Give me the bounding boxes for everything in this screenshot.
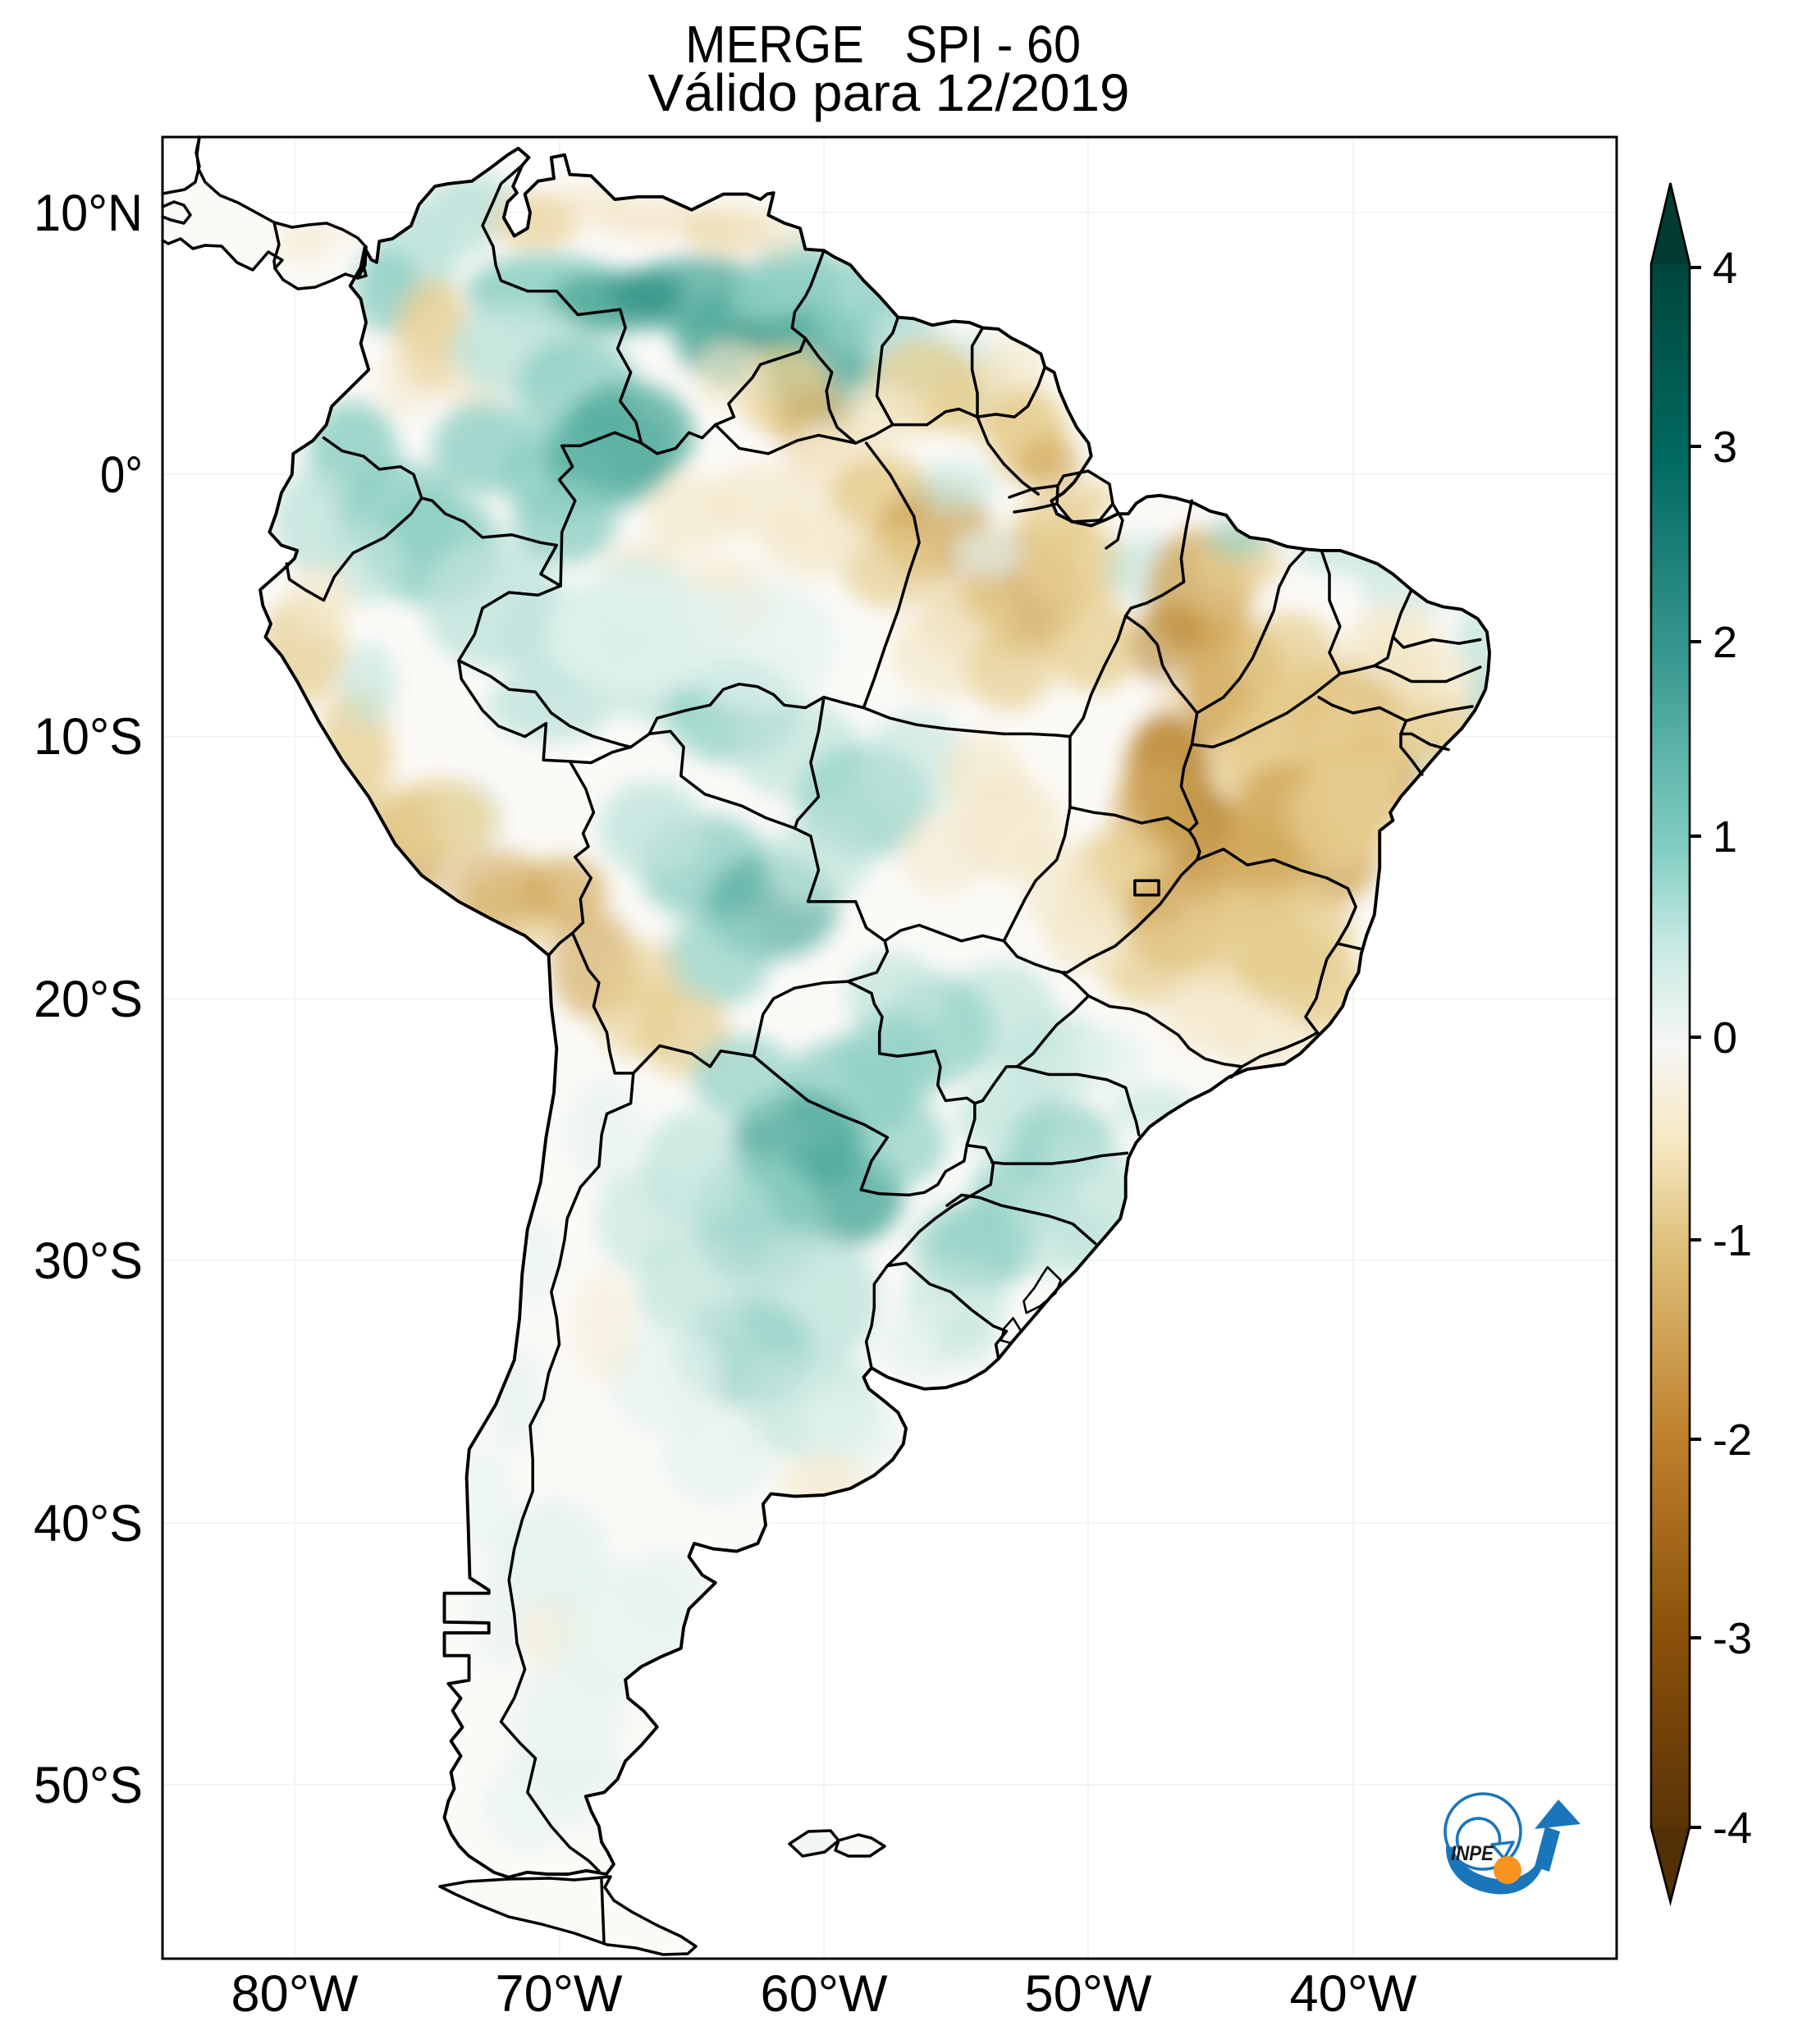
svg-text:50°S: 50°S [34,1757,143,1814]
svg-text:-1: -1 [1713,1216,1752,1265]
svg-text:-4: -4 [1713,1804,1752,1853]
svg-text:Válido para 12/2019: Válido para 12/2019 [648,63,1130,122]
svg-text:40°W: 40°W [1290,1965,1418,2023]
svg-text:MERGE SPI - 60: MERGE SPI - 60 [685,15,1081,74]
svg-text:INPE: INPE [1451,1842,1494,1865]
svg-text:1: 1 [1713,812,1737,862]
svg-text:30°S: 30°S [34,1232,143,1290]
svg-text:50°W: 50°W [1025,1965,1153,2023]
svg-text:0°: 0° [100,446,143,504]
svg-text:70°W: 70°W [496,1965,624,2023]
svg-text:3: 3 [1713,423,1737,472]
svg-text:0: 0 [1713,1013,1737,1063]
svg-text:80°W: 80°W [231,1965,359,2023]
svg-text:-2: -2 [1713,1415,1752,1465]
svg-text:60°W: 60°W [761,1965,889,2023]
svg-text:4: 4 [1713,244,1737,293]
svg-text:2: 2 [1713,618,1737,667]
svg-text:10°S: 10°S [34,708,143,766]
svg-text:20°S: 20°S [34,971,143,1028]
svg-text:10°N: 10°N [34,185,143,242]
svg-text:-3: -3 [1713,1614,1752,1663]
svg-text:40°S: 40°S [34,1495,143,1552]
